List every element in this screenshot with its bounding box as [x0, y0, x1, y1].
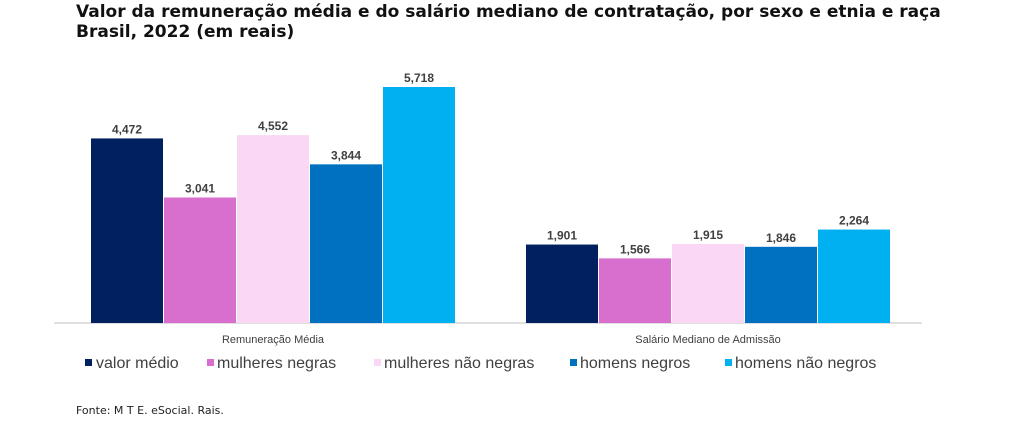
- data-label: 3,844: [331, 148, 361, 162]
- bar: [818, 229, 890, 323]
- data-label: 3,041: [185, 181, 215, 195]
- bar: [745, 246, 817, 323]
- chart-title-line-2: Brasil, 2022 (em reais): [76, 22, 295, 42]
- bar: [237, 135, 309, 323]
- legend-swatch: [725, 359, 732, 366]
- data-label: 4,552: [258, 119, 288, 133]
- data-label: 1,915: [693, 228, 723, 242]
- legend-swatch: [570, 359, 577, 366]
- bar: [599, 258, 671, 323]
- legend-swatch: [207, 359, 214, 366]
- data-label: 4,472: [112, 122, 142, 136]
- data-label: 1,566: [620, 242, 650, 256]
- category-label: Remuneração Média: [222, 334, 325, 346]
- source-note: Fonte: M T E. eSocial. Rais.: [76, 404, 224, 417]
- bar: [383, 87, 455, 323]
- category-label: Salário Mediano de Admissão: [635, 334, 781, 346]
- bar-chart: 4,472 3,041 4,552 3,844 5,718 Remuneração Méd…: [54, 71, 922, 372]
- legend-label: valor médio: [96, 355, 179, 372]
- bar: [526, 244, 598, 323]
- chart-title-line-1: Valor da remuneração média e do salário …: [76, 2, 941, 22]
- legend-label: homens não negros: [735, 355, 876, 372]
- bar: [672, 243, 744, 323]
- data-label: 1,901: [547, 229, 577, 243]
- legend-label: homens negros: [580, 355, 690, 372]
- data-label: 1,846: [766, 231, 796, 245]
- data-label: 5,718: [404, 71, 434, 85]
- legend-label: mulheres não negras: [384, 355, 534, 372]
- bar: [91, 138, 163, 323]
- legend-swatch: [374, 359, 381, 366]
- bar: [164, 197, 236, 323]
- data-label: 2,264: [839, 214, 869, 228]
- bar: [310, 164, 382, 323]
- legend-label: mulheres negras: [217, 355, 336, 372]
- legend-swatch: [85, 359, 92, 366]
- chart-title: Valor da remuneração média e do salário …: [76, 2, 941, 42]
